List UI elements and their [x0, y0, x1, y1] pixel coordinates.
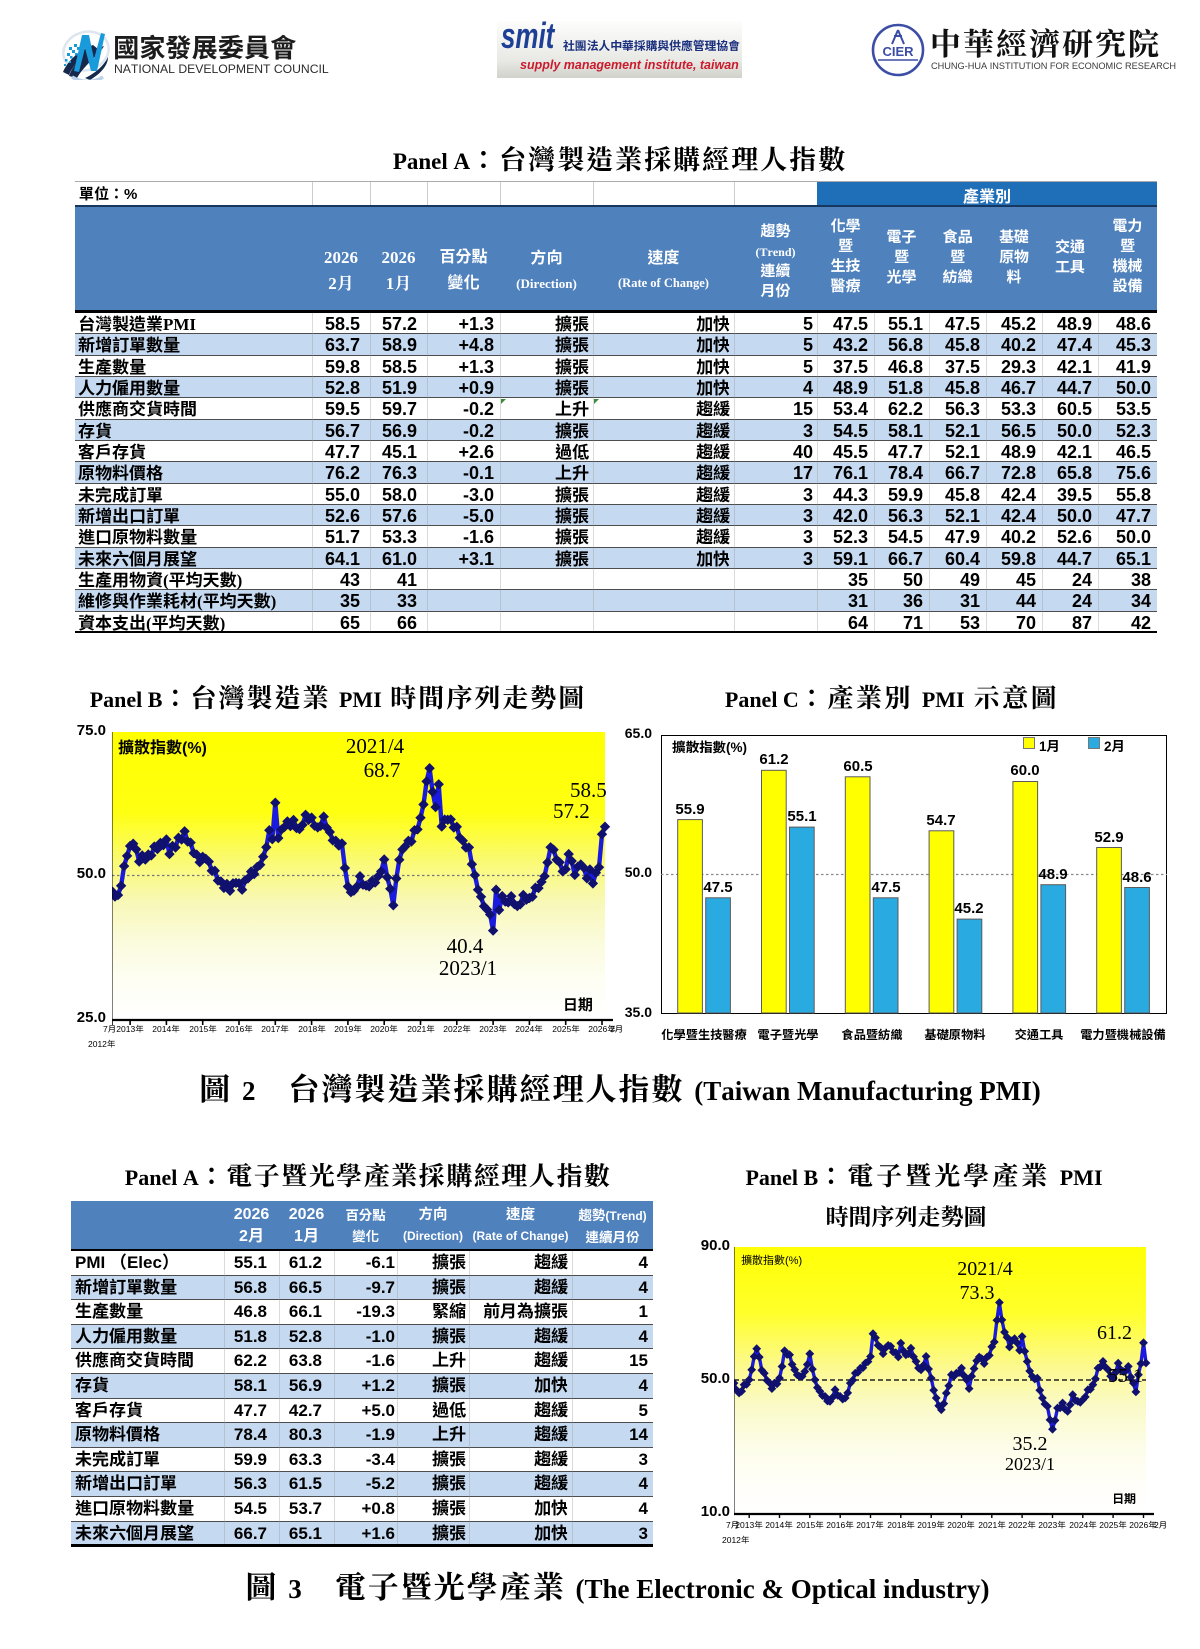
svg-text:CIER: CIER	[882, 44, 914, 59]
